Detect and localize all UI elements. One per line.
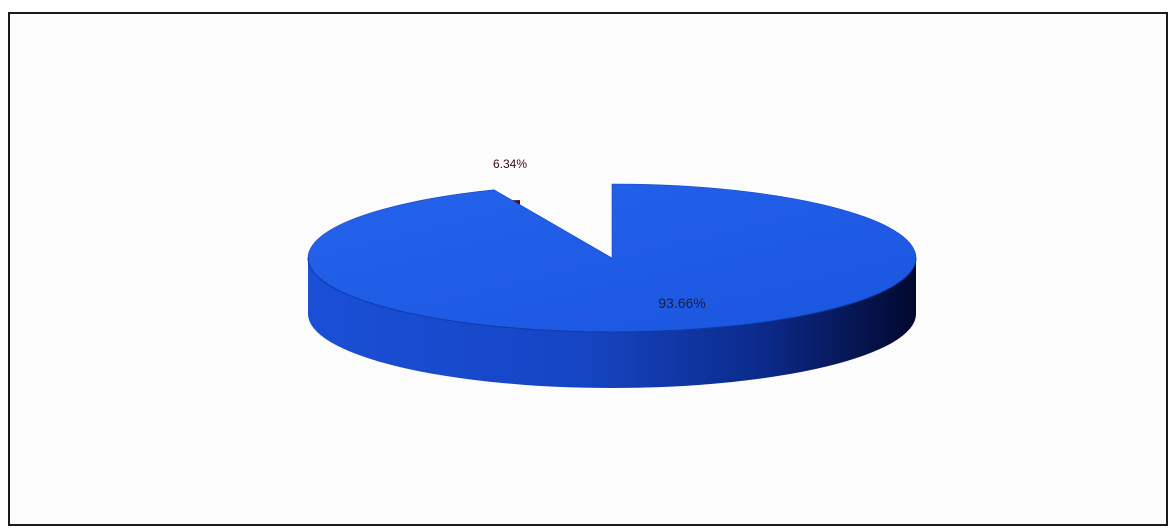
pie-slice-main <box>307 183 917 333</box>
pie-slice-main-edge <box>307 257 917 333</box>
data-label-main: 93.66% <box>658 295 705 311</box>
pie-slice-main-side <box>308 258 916 388</box>
data-label-small: 6.34% <box>493 157 527 171</box>
